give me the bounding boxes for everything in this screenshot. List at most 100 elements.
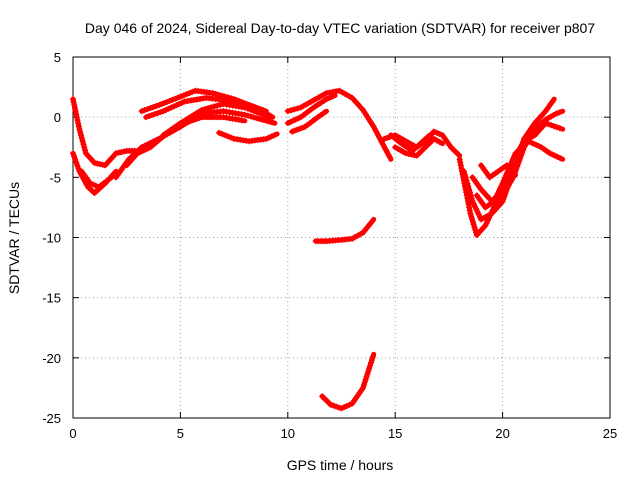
data-point-marker (225, 133, 232, 140)
data-point-marker (271, 132, 278, 139)
data-point-marker (430, 128, 437, 135)
data-point-marker (323, 90, 330, 97)
data-point-marker (250, 107, 257, 114)
data-point-marker (244, 105, 251, 112)
data-point-marker (548, 122, 555, 129)
data-point-marker (145, 113, 152, 120)
data-point-marker (368, 218, 375, 225)
data-point-marker (196, 115, 203, 122)
data-point-marker (247, 113, 254, 120)
data-point-marker (211, 103, 218, 110)
y-tick-labels: -25 -20 -15 -10 -5 0 5 (42, 50, 61, 426)
trace-arc-9 (216, 129, 280, 145)
data-point-marker (335, 404, 342, 411)
data-point-marker (510, 169, 517, 176)
data-point-marker (259, 110, 266, 117)
data-point-marker (326, 94, 333, 101)
data-point-marker (157, 109, 164, 116)
data-point-marker (166, 97, 173, 104)
data-point-marker (368, 356, 375, 363)
data-point-marker (115, 149, 122, 156)
data-point-marker (179, 99, 186, 106)
data-point-marker (71, 102, 78, 109)
data-point-marker (72, 108, 79, 115)
data-point-marker (472, 226, 479, 233)
data-point-marker (151, 111, 158, 118)
data-point-marker (205, 105, 212, 112)
data-point-marker (150, 104, 157, 111)
data-point-marker (424, 134, 431, 141)
data-point-marker (503, 172, 510, 179)
data-point-marker (501, 192, 508, 199)
data-point-marker (77, 129, 84, 136)
data-point-marker (327, 401, 334, 408)
data-point-marker (169, 96, 176, 103)
data-point-marker (471, 223, 478, 230)
data-point-marker (80, 141, 87, 148)
data-point-marker (74, 162, 81, 169)
data-point-marker (183, 91, 190, 98)
data-point-marker (468, 213, 475, 220)
data-point-marker (165, 105, 172, 112)
data-point-marker (172, 95, 179, 102)
data-point-marker (174, 94, 181, 101)
data-point-marker (368, 359, 375, 366)
data-point-marker (168, 104, 175, 111)
data-point-marker (190, 117, 197, 124)
data-point-marker (82, 147, 89, 154)
trace-arc-7 (143, 94, 269, 121)
data-point-marker (291, 106, 298, 113)
trace-arc-8 (160, 100, 274, 139)
data-point-marker (323, 96, 330, 103)
data-point-marker (266, 134, 273, 141)
data-point-marker (542, 120, 549, 127)
data-point-marker (338, 405, 345, 412)
data-point-marker (329, 93, 336, 100)
data-point-marker (433, 129, 440, 136)
data-point-marker (470, 221, 477, 228)
data-point-marker (71, 105, 78, 112)
data-point-marker (79, 138, 86, 145)
data-traces (70, 87, 566, 412)
data-point-marker (410, 152, 417, 159)
data-point-marker (144, 106, 151, 113)
data-point-marker (96, 161, 103, 168)
data-point-marker (260, 116, 267, 123)
data-point-marker (94, 160, 101, 167)
data-point-marker (557, 155, 564, 162)
data-point-marker (121, 148, 128, 155)
data-point-marker (341, 404, 348, 411)
data-point-marker (214, 102, 221, 109)
data-point-marker (238, 117, 245, 124)
data-point-marker (365, 368, 372, 375)
data-point-marker (556, 109, 563, 116)
data-point-marker (198, 106, 205, 113)
x-tick-label: 25 (603, 426, 617, 441)
data-point-marker (154, 110, 161, 117)
data-point-marker (553, 110, 560, 117)
data-point-marker (499, 198, 506, 205)
data-point-marker (499, 180, 506, 187)
data-point-marker (78, 135, 85, 142)
data-point-marker (241, 104, 248, 111)
data-point-marker (263, 135, 270, 142)
data-point-marker (466, 186, 473, 193)
data-point-marker (288, 107, 295, 114)
data-point-marker (244, 112, 251, 119)
y-tick-label: -20 (42, 351, 61, 366)
data-point-marker (112, 150, 119, 157)
data-point-marker (263, 117, 270, 124)
data-point-marker (554, 124, 561, 131)
data-point-marker (504, 169, 511, 176)
trace-arc-1 (70, 96, 140, 169)
data-point-marker (467, 210, 474, 217)
axis-ticks (72, 56, 611, 419)
data-point-marker (201, 106, 208, 113)
y-tick-label: -25 (42, 411, 61, 426)
data-point-marker (73, 159, 80, 166)
data-point-marker (343, 402, 350, 409)
data-point-marker (228, 134, 235, 141)
data-point-marker (141, 107, 148, 114)
data-point-marker (143, 114, 150, 121)
